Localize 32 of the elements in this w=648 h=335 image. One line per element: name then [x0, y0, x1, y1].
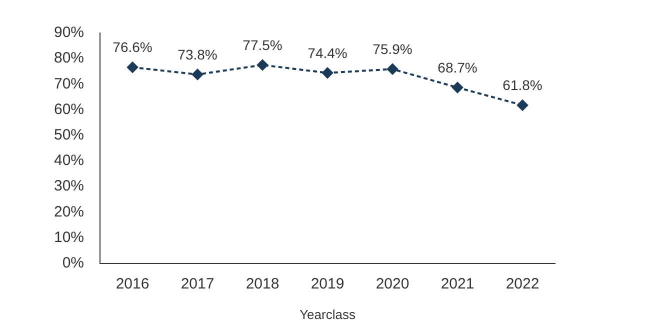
data-label: 73.8%	[178, 46, 218, 62]
y-tick-label: 50%	[54, 126, 84, 144]
x-tick-label: 2021	[440, 276, 474, 293]
point	[192, 68, 204, 80]
point	[387, 64, 398, 75]
y-tick-label: 60%	[54, 100, 84, 118]
y-tick-label: 70%	[54, 75, 84, 92]
x-tick-label: 2016	[116, 276, 150, 293]
y-tick-label: 0%	[62, 254, 84, 272]
x-tick-label: 2018	[246, 276, 280, 293]
y-tick-label: 80%	[54, 50, 84, 67]
x-tick-label: 2019	[310, 276, 344, 293]
y-tick-label: 90%	[54, 24, 84, 42]
x-tick-label: 2022	[506, 276, 540, 293]
x-tick-label: 2017	[180, 276, 214, 293]
x-axis-title: Yearclass	[300, 306, 356, 322]
point	[257, 60, 268, 70]
point	[127, 62, 138, 73]
point	[322, 67, 334, 78]
data-label: 77.5%	[242, 36, 282, 53]
data-label: 74.4%	[308, 44, 348, 61]
y-tick-label: 20%	[54, 203, 84, 220]
data-label: 68.7%	[438, 59, 478, 76]
point	[517, 100, 528, 111]
y-tick-label: 10%	[54, 228, 84, 246]
x-tick-label: 2020	[376, 276, 410, 293]
data-label: 76.6%	[112, 39, 152, 56]
point	[452, 82, 464, 94]
data-label: 61.8%	[502, 77, 542, 94]
y-tick-label: 40%	[54, 152, 84, 170]
y-tick-label: 30%	[54, 178, 84, 195]
data-label: 75.9%	[372, 40, 412, 57]
